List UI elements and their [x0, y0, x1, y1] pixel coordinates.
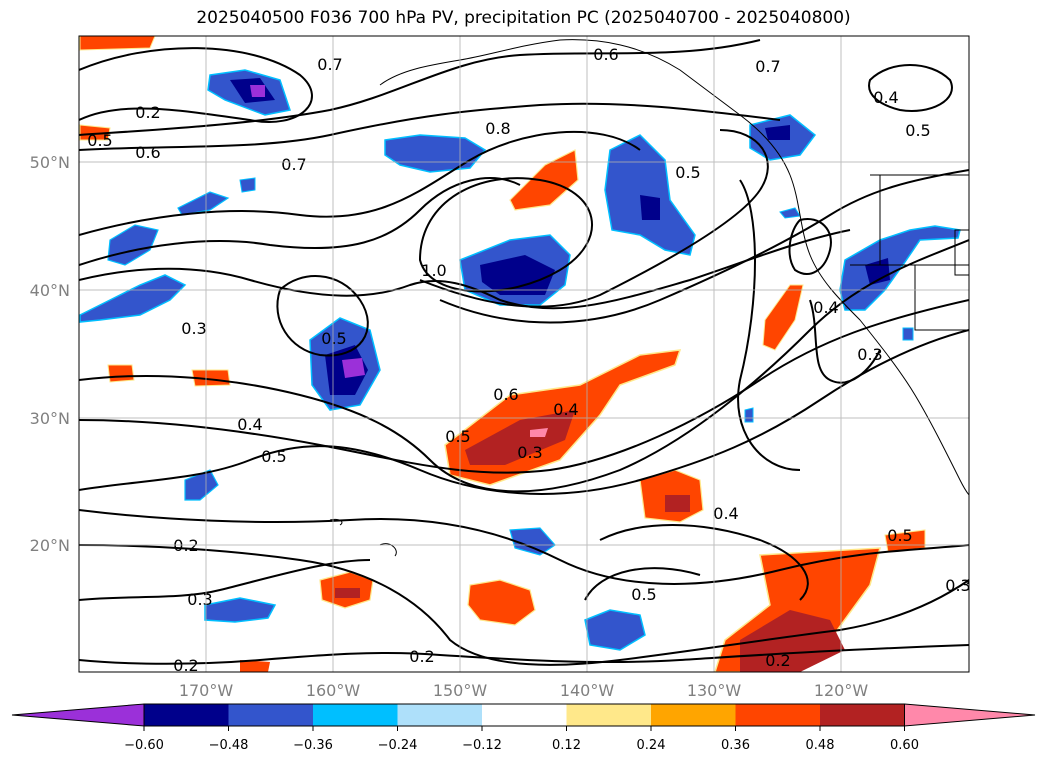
- contour-label-0.5-d: 0.5: [631, 585, 656, 604]
- contour-label-0.4-c: 0.4: [713, 504, 738, 523]
- contour-label-0.5-f: 0.5: [905, 121, 930, 140]
- contour-label-0.2-e: 0.2: [765, 651, 790, 670]
- lon-label-150W: 150°W: [433, 681, 488, 700]
- colorbar-segment: [482, 704, 567, 726]
- contour-label-0.7-c: 0.7: [755, 57, 780, 76]
- lon-label-140W: 140°W: [560, 681, 615, 700]
- contour-label-0.4-a: 0.4: [237, 415, 262, 434]
- lon-label-170W: 170°W: [179, 681, 234, 700]
- lon-label-130W: 130°W: [687, 681, 742, 700]
- colorbar-extend-high: [904, 703, 1036, 727]
- contour-label-0.7-b: 0.7: [281, 155, 306, 174]
- colorbar-segment: [820, 704, 905, 726]
- colorbar-tick-label: −0.60: [124, 738, 164, 753]
- contour-label-0.5-b: 0.5: [261, 447, 286, 466]
- colorbar-tick-label: 0.12: [552, 738, 581, 753]
- gridlines: [79, 36, 969, 672]
- colorbar-tick-label: −0.36: [293, 738, 333, 753]
- contour-label-0.8: 0.8: [485, 119, 510, 138]
- pv-contours: [79, 39, 969, 666]
- contour-label-0.7-a: 0.7: [317, 55, 342, 74]
- colorbar-extend-low: [11, 703, 145, 727]
- lat-label-40N: 40°N: [30, 281, 70, 300]
- colorbar-tick-label: −0.12: [462, 738, 502, 753]
- contour-label-0.2-c: 0.2: [173, 656, 198, 675]
- contour-label-0.3-e: 0.3: [857, 345, 882, 364]
- contour-label-0.6-b: 0.6: [493, 385, 518, 404]
- contour-label-0.4-d: 0.4: [873, 88, 898, 107]
- colorbar-segment: [651, 704, 736, 726]
- colorbar: −0.60 −0.48 −0.36 −0.24 −0.12 0.12 0.24 0.36 0.4…: [11, 703, 1036, 753]
- colorbar-tick-label: 0.60: [890, 738, 919, 753]
- colorbar-segment: [313, 704, 398, 726]
- contour-label-1.0: 1.0: [421, 261, 446, 280]
- contour-labels: 0.2 0.6 0.5 0.8 1.0 0.3 0.4 0.5 0.2 0.3 …: [87, 45, 970, 675]
- lon-label-160W: 160°W: [306, 681, 361, 700]
- colorbar-tick-label: 0.36: [721, 738, 750, 753]
- colorbar-segment: [228, 704, 314, 726]
- contour-label-0.5-e: 0.5: [887, 526, 912, 545]
- lat-label-30N: 30°N: [30, 409, 70, 428]
- colorbar-segment: [566, 704, 652, 726]
- lon-label-120W: 120°W: [814, 681, 869, 700]
- lat-label-50N: 50°N: [30, 153, 70, 172]
- contour-label-0.5-a: 0.5: [87, 131, 112, 150]
- colorbar-tick-label: −0.48: [209, 738, 249, 753]
- colorbar-tick-label: 0.24: [637, 738, 666, 753]
- coastlines: [329, 39, 969, 557]
- map-title: 2025040500 F036 700 hPa PV, precipitatio…: [196, 8, 851, 28]
- contour-label-0.3-c: 0.3: [517, 443, 542, 462]
- contour-label-0.3-b: 0.3: [187, 590, 212, 609]
- colorbar-tick-label: 0.48: [806, 738, 835, 753]
- contour-label-0.5-h: 0.5: [321, 329, 346, 348]
- contour-label-0.4-b: 0.4: [553, 400, 578, 419]
- colorbar-segment: [735, 704, 821, 726]
- lat-label-20N: 20°N: [30, 536, 70, 555]
- contour-label-0.5-g: 0.5: [675, 163, 700, 182]
- contour-label-0.6-a: 0.6: [135, 143, 160, 162]
- contour-label-0.5-c: 0.5: [445, 427, 470, 446]
- contour-label-0.3-a: 0.3: [181, 319, 206, 338]
- contour-label-0.3-d: 0.3: [945, 576, 970, 595]
- colorbar-segment: [397, 704, 483, 726]
- colorbar-segment: [144, 704, 229, 726]
- colorbar-frame: [143, 703, 905, 727]
- contour-label-0.2-a: 0.2: [135, 103, 160, 122]
- contour-label-0.6-c: 0.6: [593, 45, 618, 64]
- contour-label-0.4-e: 0.4: [813, 298, 838, 317]
- contour-label-0.2-d: 0.2: [409, 647, 434, 666]
- colorbar-tick-label: −0.24: [378, 738, 418, 753]
- plot-frame: [78, 35, 970, 673]
